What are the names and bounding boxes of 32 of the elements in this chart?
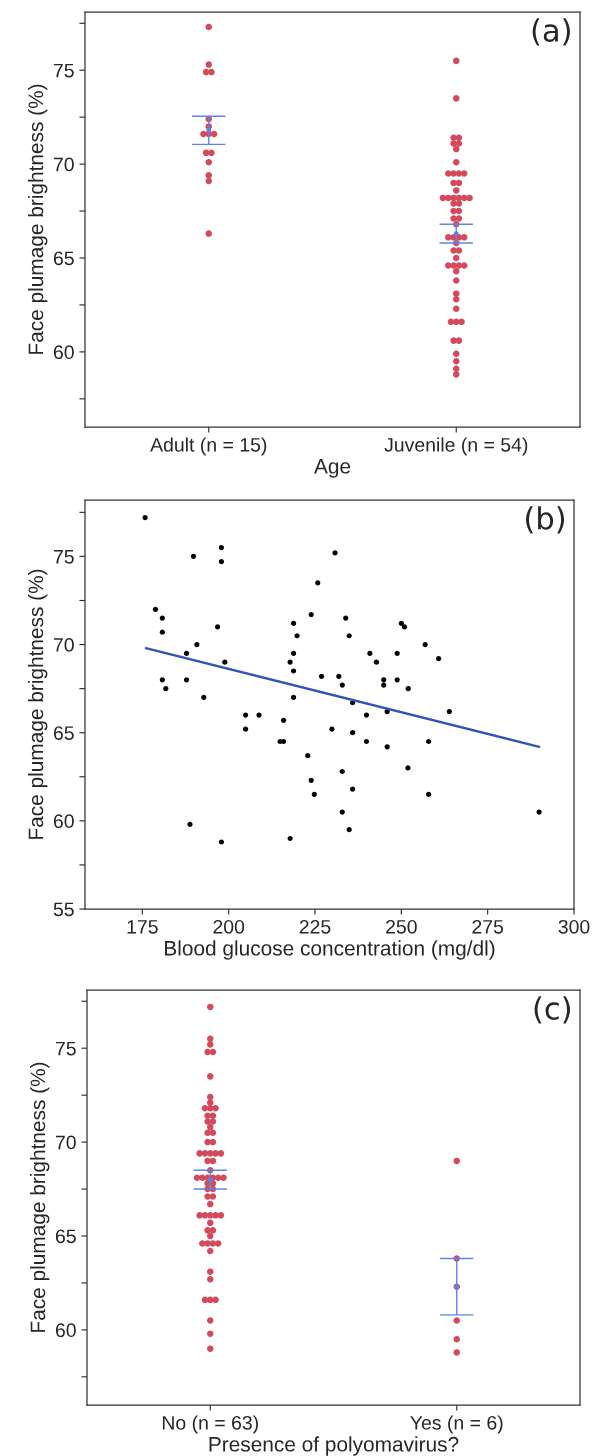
x-tick-label: 300 [558,919,590,934]
y-tick-label: 70 [55,1135,76,1150]
x-tick-label: 225 [299,919,331,934]
x-axis-title: Age [314,459,351,478]
y-tick-label: 55 [53,902,74,917]
annotation: (b) [526,506,565,534]
y-tick-label: 65 [53,726,74,740]
y-tick-label: 60 [53,814,74,829]
annotation: (c) [534,996,570,1024]
y-axis-title: Face plumage brightness (%) [29,1062,50,1332]
x-tick-label: 200 [213,919,245,934]
x-tick-label: No (n = 63) [162,1415,258,1434]
x-tick-label: 250 [386,919,417,934]
y-tick-label: 75 [53,550,74,564]
y-tick-label: 60 [53,345,74,360]
annotation: (a) [532,18,570,46]
y-tick-label: 75 [53,63,74,78]
y-tick-label: 70 [53,157,74,172]
x-tick-label: Adult (n = 15) [150,437,267,456]
x-tick-label: 175 [127,920,158,934]
x-tick-label: Juvenile (n = 54) [384,437,528,456]
x-tick-label: 275 [472,919,504,934]
x-axis-title: Presence of polyomavirus? [209,1436,459,1456]
y-tick-label: 65 [55,1229,76,1244]
y-tick-label: 65 [53,251,74,266]
y-tick-label: 60 [55,1323,76,1338]
y-axis-title: Face plumage brightness (%) [27,84,48,354]
x-axis-title: Blood glucose concentration (mg/dl) [165,940,495,960]
y-axis-title: Face plumage brightness (%) [27,569,48,839]
y-tick-label: 70 [53,638,74,652]
x-tick-label: Yes (n = 6) [410,1415,503,1434]
y-tick-label: 75 [55,1041,76,1056]
